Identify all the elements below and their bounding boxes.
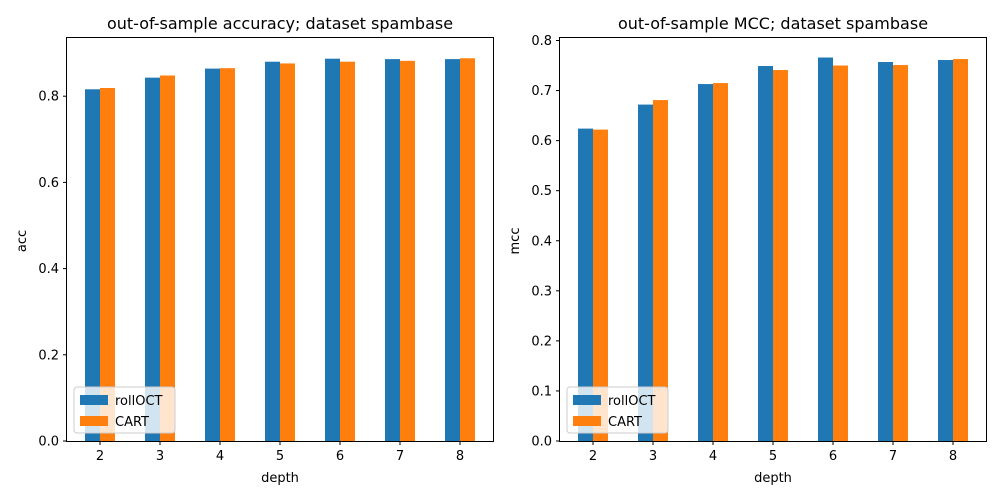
bar-cart-2 [100, 88, 115, 441]
x-tick-label: 2 [96, 449, 104, 464]
x-tick-label: 7 [396, 449, 404, 464]
y-tick-label: 0.6 [531, 134, 552, 149]
x-tick-label: 8 [949, 449, 957, 464]
bar-cart-2 [593, 129, 608, 442]
legend-swatch-cart [80, 416, 108, 426]
y-tick-label: 0.4 [38, 262, 59, 277]
x-tick-label: 8 [456, 449, 464, 464]
bar-rolloct-8 [938, 60, 953, 441]
legend-label-cart: CART [608, 415, 642, 430]
legend-swatch-rolloct [573, 395, 601, 405]
bar-cart-6 [833, 65, 848, 441]
x-axis-label: depth [754, 471, 792, 486]
y-tick-label: 0.7 [531, 84, 552, 99]
ticks-group: 2 3 4 5 6 7 8 0.0 0.2 0.4 0.6 0.8 [38, 90, 464, 464]
bar-rolloct-7 [385, 59, 400, 442]
bar-rolloct-8 [445, 59, 460, 442]
y-tick-label: 0.2 [38, 348, 59, 363]
x-tick-label: 5 [769, 449, 777, 464]
legend: rollOCT CART [73, 386, 176, 434]
bar-cart-8 [460, 58, 475, 441]
bar-rolloct-4 [205, 68, 220, 441]
bar-cart-7 [400, 60, 415, 442]
y-tick-label: 0.5 [531, 184, 552, 199]
bar-cart-3 [160, 75, 175, 441]
plot-frame [66, 37, 494, 442]
x-tick-label: 6 [829, 449, 837, 464]
bar-rolloct-4 [698, 84, 713, 441]
bar-rolloct-7 [878, 62, 893, 441]
bar-rolloct-6 [325, 58, 340, 441]
x-tick-label: 2 [589, 449, 597, 464]
y-tick-label: 0.3 [531, 284, 552, 299]
bar-rolloct-2 [578, 128, 593, 442]
bar-cart-3 [653, 100, 668, 441]
bar-cart-4 [220, 68, 235, 442]
bar-cart-5 [280, 63, 295, 442]
y-tick-label: 0.8 [38, 90, 59, 105]
bar-cart-8 [953, 59, 968, 441]
bar-rolloct-3 [145, 77, 160, 442]
x-tick-label: 3 [156, 449, 164, 464]
bar-cart-6 [340, 61, 355, 442]
bar-rolloct-5 [265, 61, 280, 442]
y-axis-label: mcc [508, 228, 523, 255]
y-tick-label: 0.0 [38, 435, 59, 450]
x-tick-label: 5 [276, 449, 284, 464]
x-tick-label: 6 [336, 449, 344, 464]
y-tick-label: 0.1 [531, 384, 552, 399]
bar-cart-7 [893, 65, 908, 441]
y-axis-label: acc [15, 230, 30, 252]
y-tick-label: 0.4 [531, 234, 552, 249]
x-tick-label: 4 [216, 449, 224, 464]
bar-rolloct-3 [638, 104, 653, 441]
x-tick-label: 3 [649, 449, 657, 464]
bar-rolloct-2 [85, 89, 100, 441]
mcc-chart: out-of-sample MCC; dataset spambase mcc … [508, 14, 987, 486]
bar-cart-4 [713, 83, 728, 441]
legend: rollOCT CART [566, 386, 669, 434]
legend-label-rolloct: rollOCT [608, 394, 656, 409]
bar-rolloct-5 [758, 66, 773, 441]
plot-frame [559, 37, 987, 442]
y-tick-label: 0.2 [531, 334, 552, 349]
legend-label-rolloct: rollOCT [115, 394, 163, 409]
y-tick-label: 0.6 [38, 176, 59, 191]
legend-label-cart: CART [115, 415, 149, 430]
accuracy-chart: out-of-sample accuracy; dataset spambase… [15, 14, 494, 486]
bar-cart-5 [773, 70, 788, 441]
chart-title: out-of-sample accuracy; dataset spambase [107, 14, 453, 33]
ticks-group: 2 3 4 5 6 7 8 0.0 0.1 0.2 0.3 0.4 0.5 0.6 0.7 0.8 [531, 34, 957, 464]
bars-group [578, 57, 968, 442]
x-tick-label: 7 [889, 449, 897, 464]
chart-title: out-of-sample MCC; dataset spambase [618, 14, 928, 33]
legend-swatch-cart [573, 416, 601, 426]
y-tick-label: 0.0 [531, 435, 552, 450]
bars-group [85, 58, 475, 442]
x-tick-label: 4 [709, 449, 717, 464]
x-axis-label: depth [261, 471, 299, 486]
y-tick-label: 0.8 [531, 34, 552, 49]
legend-swatch-rolloct [80, 395, 108, 405]
bar-rolloct-6 [818, 57, 833, 442]
